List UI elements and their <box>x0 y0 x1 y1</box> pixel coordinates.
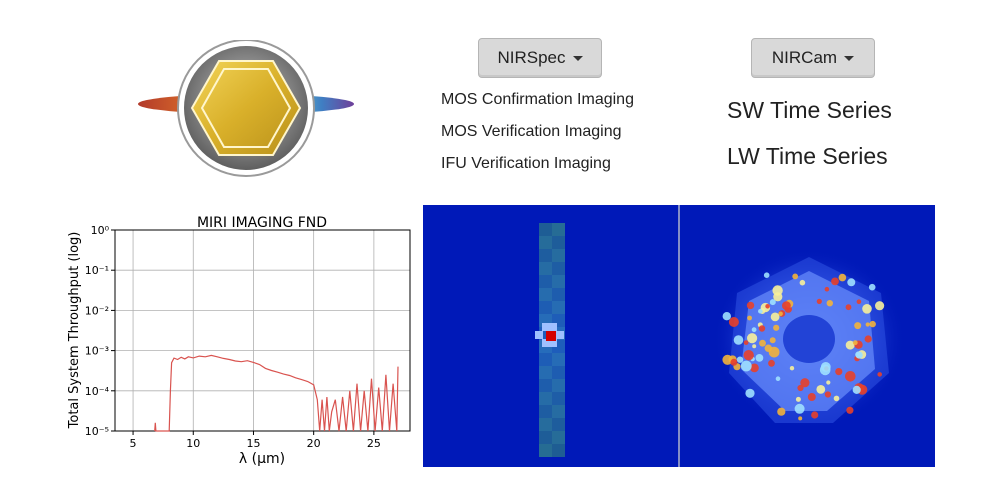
nircam-item-lw-time-series[interactable]: LW Time Series <box>727 143 888 169</box>
psf-panel-right <box>680 205 935 467</box>
x-tick-label: 5 <box>130 437 137 450</box>
psf-images <box>423 205 935 467</box>
x-tick-label: 10 <box>186 437 200 450</box>
throughput-series-line <box>154 354 399 432</box>
nirspec-dropdown-button[interactable]: NIRSpec <box>478 38 602 78</box>
y-tick-label: 10⁻³ <box>85 345 109 358</box>
chevron-down-icon <box>572 55 583 61</box>
nircam-item-sw-time-series[interactable]: SW Time Series <box>727 97 892 123</box>
nirspec-item-mos-verification[interactable]: MOS Verification Imaging <box>441 123 622 140</box>
x-axis-label: λ (μm) <box>239 451 285 467</box>
nirspec-item-mos-confirmation[interactable]: MOS Confirmation Imaging <box>441 91 634 108</box>
x-tick-label: 25 <box>367 437 381 450</box>
x-tick-label: 20 <box>307 437 321 450</box>
y-tick-label: 10⁻⁵ <box>85 425 109 438</box>
chevron-down-icon <box>844 55 855 61</box>
y-tick-label: 10⁰ <box>91 224 110 237</box>
y-tick-label: 10⁻⁴ <box>85 385 110 398</box>
chart-grid <box>115 229 410 432</box>
nircam-button-label: NIRCam <box>771 48 838 67</box>
nirspec-item-ifu-verification[interactable]: IFU Verification Imaging <box>441 155 611 172</box>
x-tick-label: 15 <box>246 437 260 450</box>
plot-area <box>114 229 411 432</box>
nircam-dropdown-button[interactable]: NIRCam <box>751 38 875 78</box>
y-axis-label: Total System Throughput (log) <box>67 232 82 430</box>
nirspec-button-label: NIRSpec <box>497 48 566 67</box>
psf-panel-left <box>423 205 678 467</box>
logo-icon <box>138 40 354 177</box>
chart-title: MIRI IMAGING FND <box>197 215 327 231</box>
y-tick-label: 10⁻¹ <box>85 264 109 277</box>
y-ticks: 10⁻⁵ 10⁻⁴ 10⁻³ 10⁻² 10⁻¹ 10⁰ <box>85 224 115 438</box>
x-ticks: 5 10 15 20 25 <box>130 431 381 450</box>
throughput-chart: MIRI IMAGING FND 5 10 15 20 25 10⁻⁵10⁻⁴10⁻³1… <box>67 215 411 467</box>
y-tick-label: 10⁻² <box>85 304 109 317</box>
